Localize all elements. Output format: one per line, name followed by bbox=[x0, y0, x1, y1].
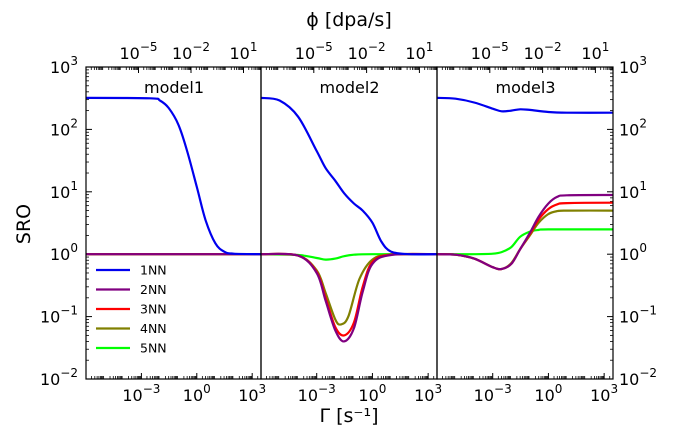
series-line-model3-5NN bbox=[437, 228, 613, 256]
panel-frame bbox=[436, 66, 614, 380]
y2-tick-label: 102 bbox=[619, 116, 647, 139]
series-line-model1-1NN bbox=[86, 96, 261, 256]
x2-tick-label: 101 bbox=[230, 40, 258, 63]
y2-tick-label: 103 bbox=[619, 54, 647, 77]
x-tick-label: 10−3 bbox=[298, 382, 336, 405]
top-axis-label: ϕ [dpa/s] bbox=[306, 9, 391, 31]
series-group bbox=[437, 96, 613, 271]
y-tick-label: 10−1 bbox=[40, 304, 78, 327]
legend-label-2NN: 2NN bbox=[140, 282, 167, 297]
y2-tick-label: 10−2 bbox=[619, 366, 657, 389]
plot-area: 10−3 100 103 10−5 10−2 101 10−2 10−1 100 101 102 10… bbox=[40, 40, 657, 405]
x-tick-label: 100 bbox=[183, 382, 211, 405]
panel-model2: 10−3 100 103 10−5 10−2 101 model2 bbox=[260, 40, 442, 405]
panel-title: model2 bbox=[320, 78, 380, 97]
x-tick-label: 100 bbox=[534, 382, 562, 405]
x-tick-label: 103 bbox=[238, 382, 266, 405]
series-line-model3-2NN bbox=[437, 193, 613, 271]
x2-tick-label: 10−5 bbox=[295, 40, 333, 63]
x2-tick-label: 101 bbox=[581, 40, 609, 63]
y-axis-label: SRO bbox=[13, 204, 35, 244]
panel-title: model1 bbox=[144, 78, 204, 97]
series-line-model3-1NN bbox=[437, 96, 613, 114]
series-line-model2-3NN bbox=[261, 252, 437, 337]
y-tick-label: 100 bbox=[50, 241, 78, 264]
y-tick-label: 10−2 bbox=[40, 366, 78, 389]
x2-tick-label: 10−2 bbox=[524, 40, 562, 63]
y2-tick-label: 10−1 bbox=[619, 304, 657, 327]
legend: 1NN 2NN 3NN 4NN 5NN bbox=[96, 263, 167, 356]
series-group bbox=[261, 96, 437, 343]
series-line-model2-2NN bbox=[261, 252, 437, 343]
legend-label-5NN: 5NN bbox=[140, 341, 167, 356]
panel-title: model3 bbox=[496, 78, 556, 97]
x2-tick-label: 101 bbox=[405, 40, 433, 63]
series-line-model3-3NN bbox=[437, 201, 613, 271]
series-line-model2-4NN bbox=[261, 252, 437, 326]
x-tick-label: 103 bbox=[590, 382, 618, 405]
y2-tick-label: 101 bbox=[619, 179, 647, 202]
x-tick-label: 10−3 bbox=[122, 382, 160, 405]
bottom-axis-label: Γ [s⁻¹] bbox=[320, 405, 379, 427]
x2-tick-label: 10−5 bbox=[471, 40, 509, 63]
x-tick-label: 10−3 bbox=[474, 382, 512, 405]
y-tick-label: 103 bbox=[50, 54, 78, 77]
x-tick-label: 103 bbox=[414, 382, 442, 405]
y-tick-label: 101 bbox=[50, 179, 78, 202]
series-line-model2-5NN bbox=[261, 253, 437, 261]
legend-label-3NN: 3NN bbox=[140, 302, 167, 317]
x2-tick-label: 10−2 bbox=[348, 40, 386, 63]
x2-tick-label: 10−2 bbox=[172, 40, 210, 63]
y2-tick-label: 100 bbox=[619, 241, 647, 264]
x-tick-label: 100 bbox=[358, 382, 386, 405]
legend-label-4NN: 4NN bbox=[140, 321, 167, 336]
panel-model3: 10−3 100 103 10−5 10−2 101 10−2 10−1 100 101 102 10… bbox=[436, 40, 657, 405]
series-line-model2-1NN bbox=[261, 96, 437, 256]
y-tick-label: 102 bbox=[50, 116, 78, 139]
x2-tick-label: 10−5 bbox=[119, 40, 157, 63]
legend-label-1NN: 1NN bbox=[140, 263, 167, 278]
series-group bbox=[86, 96, 261, 256]
